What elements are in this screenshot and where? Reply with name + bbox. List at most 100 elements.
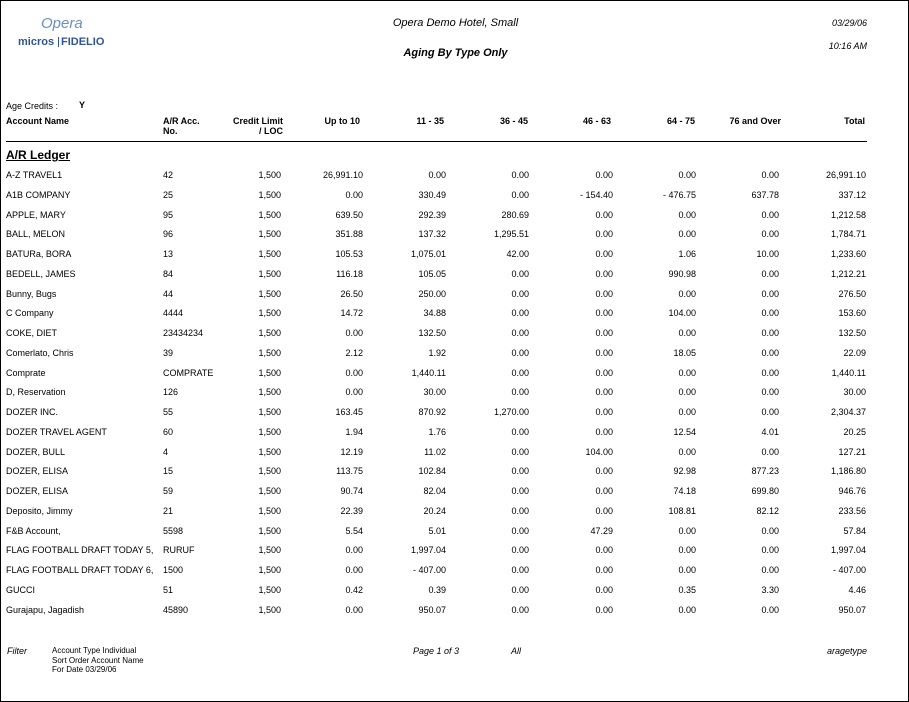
account-name: DOZER TRAVEL AGENT (6, 426, 107, 437)
cell: 1500 (163, 565, 184, 575)
cell: 0.00 (595, 604, 613, 615)
report-date: 03/29/06 (831, 18, 867, 28)
column-header: Account Name (6, 116, 70, 126)
cell: 39 (163, 347, 174, 358)
cell: 0.00 (595, 308, 613, 319)
cell: 1,500 (258, 565, 281, 575)
account-name: FLAG FOOTBALL DRAFT TODAY 6, (6, 565, 154, 575)
report-time: 10:16 AM (828, 41, 867, 51)
cell: 1,500 (258, 229, 281, 240)
cell: 42 (163, 170, 174, 180)
cell: 0.00 (345, 367, 363, 378)
cell: 0.00 (595, 288, 613, 299)
cell: 22.09 (843, 347, 866, 358)
cell: 1.92 (428, 347, 446, 358)
cell: 30.00 (423, 387, 446, 398)
cell: 45890 (163, 604, 189, 615)
cell: 163.45 (335, 407, 363, 417)
cell: 1,500 (258, 347, 281, 358)
cell: 0.00 (345, 565, 363, 575)
account-name: BEDELL, JAMES (6, 268, 76, 279)
cell: 42.00 (506, 249, 529, 259)
cell: 60 (163, 426, 174, 437)
cell: 877.23 (751, 466, 779, 477)
cell: 0.00 (678, 407, 696, 417)
account-name: DOZER, ELISA (6, 466, 69, 477)
page-number: Page 1 of 3 (413, 646, 460, 656)
section-title: A/R Ledger (6, 148, 71, 162)
cell: 0.00 (678, 328, 696, 338)
cell: 82.04 (423, 486, 446, 496)
cell: 0.00 (595, 229, 613, 240)
cell: 0.00 (511, 525, 529, 536)
account-name: BATURa, BORA (6, 249, 72, 259)
cell: 1,500 (258, 545, 281, 556)
report-name: aragetype (826, 646, 867, 656)
cell: 132.50 (418, 328, 446, 338)
cell: 2.12 (345, 347, 363, 358)
column-header: 76 and Over (729, 116, 781, 126)
account-name: DOZER, ELISA (6, 486, 69, 496)
cell: 0.00 (511, 565, 529, 575)
cell: 1,500 (258, 525, 281, 536)
cell: 1.76 (428, 426, 446, 437)
cell: 105.53 (335, 249, 363, 259)
cell: 0.00 (678, 604, 696, 615)
account-name: A1B COMPANY (6, 189, 71, 200)
cell: 51 (163, 584, 174, 595)
cell: 1,784.71 (830, 229, 866, 240)
cell: 20.25 (843, 426, 866, 437)
cell: 0.00 (511, 387, 529, 398)
cell: 0.00 (595, 426, 613, 437)
cell: 0.00 (595, 367, 613, 378)
cell: 0.00 (511, 505, 529, 516)
cell: 1,186.80 (830, 466, 866, 477)
cell: 10.00 (756, 249, 779, 259)
cell: 870.92 (418, 407, 446, 417)
cell: 55 (163, 407, 174, 417)
cell: 1,500 (258, 209, 281, 220)
cell: 137.32 (418, 229, 446, 240)
cell: 20.24 (423, 505, 446, 516)
cell: 15 (163, 466, 174, 477)
account-name: DOZER, BULL (6, 446, 66, 457)
account-name: COKE, DIET (6, 328, 58, 338)
cell: 1,440.11 (831, 367, 866, 378)
age-credits-value: Y (79, 100, 86, 110)
cell: 0.00 (678, 525, 696, 536)
cell: 1,500 (258, 486, 281, 496)
cell: 96 (163, 229, 174, 240)
cell: 104.00 (668, 308, 696, 319)
cell: 1,500 (258, 268, 281, 279)
cell: 0.00 (595, 347, 613, 358)
cell: 950.07 (838, 604, 866, 615)
cell: 57.84 (843, 525, 866, 536)
filter-item: Sort Order Account Name (52, 655, 144, 665)
cell: 1,500 (258, 367, 281, 378)
cell: 0.00 (595, 565, 613, 575)
account-name: APPLE, MARY (6, 209, 66, 220)
cell: 1,075.01 (410, 249, 446, 259)
cell: 1,500 (258, 446, 281, 457)
cell: 5598 (163, 525, 184, 536)
cell: 1,500 (258, 426, 281, 437)
cell: 12.19 (340, 446, 363, 457)
cell: 946.76 (838, 486, 866, 496)
cell: 1,440.11 (411, 367, 446, 378)
cell: 351.88 (335, 229, 363, 240)
cell: 14.72 (340, 308, 363, 319)
account-name: Gurajapu, Jagadish (6, 604, 85, 615)
cell: 337.12 (838, 189, 866, 200)
cell: 0.00 (595, 407, 613, 417)
cell: 1,212.58 (830, 209, 866, 220)
cell: 0.00 (511, 446, 529, 457)
cell: 47.29 (590, 525, 613, 536)
cell: 11.02 (424, 446, 446, 457)
column-header: A/R Acc. (163, 116, 200, 126)
cell: 104.00 (585, 446, 613, 457)
cell: 0.00 (595, 486, 613, 496)
cell: 0.00 (511, 268, 529, 279)
account-name: C Company (6, 308, 54, 319)
cell: 1,500 (258, 466, 281, 477)
cell: 4 (163, 446, 169, 457)
